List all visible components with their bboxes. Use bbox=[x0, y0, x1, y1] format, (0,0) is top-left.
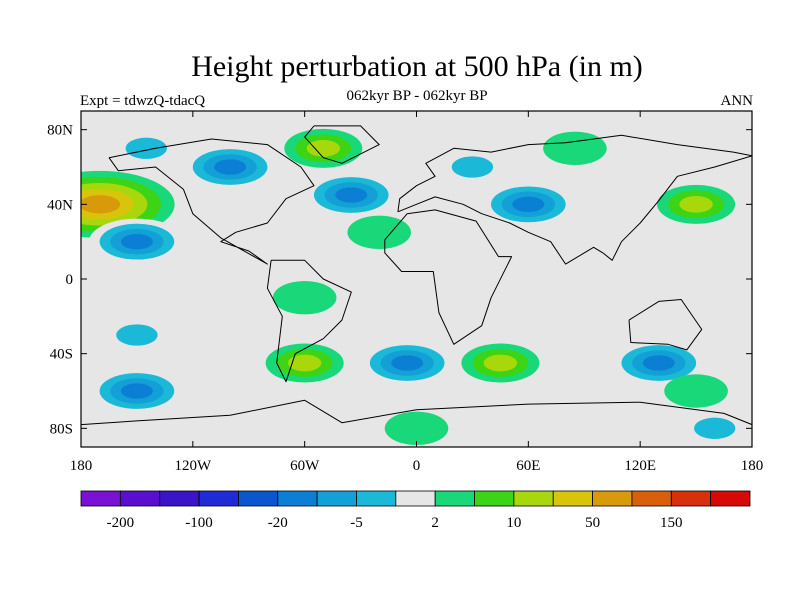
contour-region bbox=[306, 139, 341, 157]
contour-region bbox=[125, 137, 167, 159]
colorbar-swatch bbox=[356, 490, 397, 507]
contour-region bbox=[120, 234, 153, 250]
colorbar-swatch bbox=[592, 490, 633, 507]
colorbar-swatch bbox=[198, 490, 239, 507]
colorbar-label: -200 bbox=[107, 515, 135, 531]
colorbar-label: 10 bbox=[506, 515, 521, 531]
colorbar-label: -5 bbox=[350, 515, 363, 531]
y-tick-label: 80N bbox=[47, 123, 73, 139]
colorbar-label: 50 bbox=[585, 515, 600, 531]
coastline-australia bbox=[628, 299, 703, 351]
map-title: Height perturbation at 500 hPa (in m) bbox=[191, 50, 643, 83]
colorbar-swatch bbox=[238, 490, 279, 507]
contour-region bbox=[272, 280, 337, 315]
y-tick-label: 0 bbox=[66, 272, 74, 288]
y-tick-label: 40N bbox=[47, 197, 73, 213]
coastline-africa bbox=[384, 209, 513, 345]
colorbar-label: -100 bbox=[185, 515, 213, 531]
map-subtitle: 062kyr BP - 062kyr BP bbox=[346, 88, 488, 104]
contour-region bbox=[694, 417, 736, 439]
coastline-eurasia bbox=[397, 134, 752, 265]
experiment-label: Expt = tdwzQ-tdacQ bbox=[80, 93, 206, 109]
colorbar-swatch bbox=[513, 490, 554, 507]
colorbar-label: 2 bbox=[431, 515, 439, 531]
contour-region bbox=[642, 355, 675, 371]
contour-region bbox=[483, 354, 518, 372]
contour-region bbox=[287, 354, 322, 372]
colorbar-label: -20 bbox=[268, 515, 288, 531]
coastline-north-america bbox=[108, 138, 315, 265]
colorbar: -200 -100 -20 -5 2 10 50 150 bbox=[80, 490, 751, 531]
coastline-south-america bbox=[266, 259, 352, 383]
colorbar-swatch bbox=[316, 490, 357, 507]
x-tick-label: 180 bbox=[70, 458, 93, 474]
colorbar-swatch bbox=[277, 490, 318, 507]
map-panel bbox=[81, 111, 752, 447]
colorbar-swatch bbox=[552, 490, 593, 507]
coastline-antarctica bbox=[81, 399, 752, 426]
colorbar-swatch bbox=[80, 490, 121, 507]
y-tick-label: 80S bbox=[50, 421, 73, 437]
colorbar-swatch bbox=[159, 490, 200, 507]
contour-region bbox=[214, 159, 247, 175]
season-label: ANN bbox=[720, 93, 754, 109]
colorbar-swatch bbox=[670, 490, 712, 507]
contour-region bbox=[384, 411, 449, 446]
colorbar-swatch bbox=[474, 490, 515, 507]
contour-region bbox=[120, 383, 153, 399]
colorbar-swatch bbox=[434, 490, 475, 507]
contour-region bbox=[391, 355, 424, 371]
coastline-greenland bbox=[304, 125, 380, 164]
colorbar-swatch bbox=[119, 490, 161, 507]
x-tick-label: 120E bbox=[624, 458, 656, 474]
x-tick-label: 180 bbox=[741, 458, 764, 474]
colorbar-swatch bbox=[395, 490, 436, 507]
x-tick-label: 60W bbox=[290, 458, 320, 474]
contour-region bbox=[116, 324, 158, 346]
map-axes: 180 120W 60W 0 60E 120E 180 80N 40N 0 40S 80S bbox=[47, 110, 764, 474]
contour-region bbox=[664, 374, 728, 408]
contour-region bbox=[451, 156, 494, 178]
y-tick-label: 40S bbox=[50, 347, 73, 363]
colorbar-label: 150 bbox=[660, 515, 683, 531]
contour-region bbox=[347, 215, 412, 250]
contour-region bbox=[335, 187, 368, 203]
contour-region bbox=[543, 131, 607, 166]
contour-region bbox=[512, 196, 545, 212]
coastlines bbox=[81, 125, 752, 426]
contour-region bbox=[679, 195, 713, 213]
x-tick-label: 120W bbox=[174, 458, 212, 474]
x-tick-label: 0 bbox=[413, 458, 421, 474]
x-tick-label: 60E bbox=[516, 458, 540, 474]
contour-region bbox=[81, 195, 121, 214]
colorbar-swatch bbox=[710, 490, 751, 507]
colorbar-swatch bbox=[631, 490, 672, 507]
